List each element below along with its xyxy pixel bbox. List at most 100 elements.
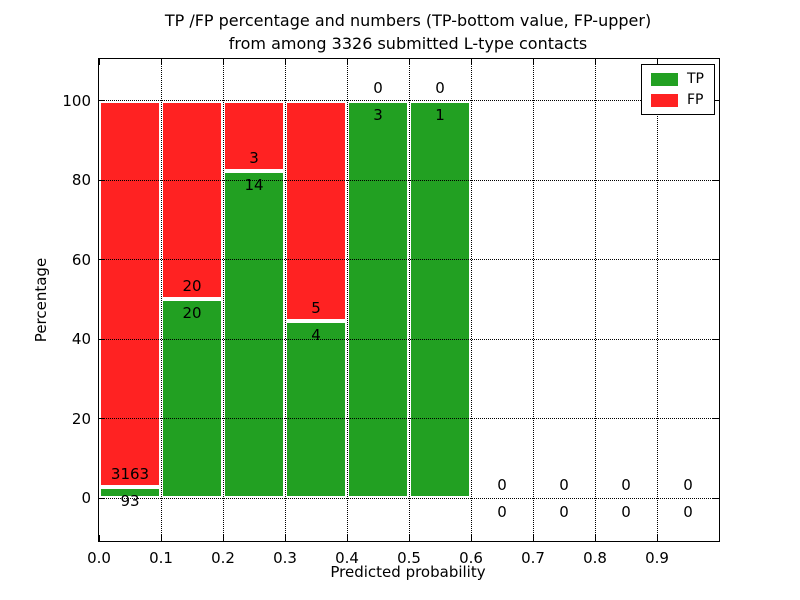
bar-segment-tp <box>99 486 161 498</box>
bar-segment-tp <box>285 321 347 498</box>
x-tick-bottom <box>594 535 596 541</box>
plot-area: TP FP 3163 93 20 20 3 14 5 4 0 3 0 1 0 0 0 0 0 0 0 0 0.0 0.1 0… <box>62 58 720 567</box>
bar-count-fp: 0 <box>621 476 631 494</box>
x-tick-label: 0.1 <box>149 549 173 567</box>
x-tick-top <box>470 59 472 65</box>
gridline-vertical <box>594 59 596 541</box>
bar-count-fp: 0 <box>683 476 693 494</box>
x-tick-label: 0.2 <box>211 549 235 567</box>
legend-item-tp: TP <box>651 72 704 86</box>
y-tick-label: 60 <box>71 250 91 269</box>
bar-count-tp: 0 <box>559 503 569 521</box>
gridline-vertical <box>160 59 162 541</box>
x-tick-bottom <box>346 535 348 541</box>
bar-count-tp: 93 <box>120 491 140 510</box>
y-tick-right <box>713 100 719 102</box>
y-tick-right <box>713 497 719 499</box>
y-tick-label: 80 <box>71 171 91 190</box>
bar-count-fp: 3163 <box>110 464 150 483</box>
bar-count-tp: 14 <box>244 175 264 194</box>
y-tick-right <box>713 418 719 420</box>
gridline-vertical <box>656 59 658 541</box>
x-tick-label: 0.6 <box>459 549 483 567</box>
y-tick-right <box>713 338 719 340</box>
bar-count-tp: 0 <box>497 503 507 521</box>
gridline-vertical <box>408 59 410 541</box>
fp-legend-swatch <box>651 93 678 107</box>
bar-segment-fp <box>223 100 285 171</box>
y-tick-label: 100 <box>62 91 91 110</box>
bar-count-tp: 4 <box>311 326 321 345</box>
x-tick-bottom <box>408 535 410 541</box>
bar-count-fp: 0 <box>435 78 445 97</box>
y-tick-left <box>99 497 105 499</box>
y-tick-right <box>713 179 719 181</box>
bar-count-fp: 0 <box>559 476 569 494</box>
x-tick-top <box>346 59 348 65</box>
chart-title-line2: from among 3326 submitted L-type contact… <box>228 34 588 53</box>
tp-legend-swatch <box>651 72 678 86</box>
bar-count-fp: 0 <box>373 78 383 97</box>
legend: TP FP <box>641 64 715 115</box>
chart-title: TP /FP percentage and numbers (TP-bottom… <box>98 9 718 55</box>
y-tick-label: 20 <box>71 409 91 428</box>
x-tick-label: 0.7 <box>521 549 545 567</box>
x-tick-bottom <box>160 535 162 541</box>
x-tick-label: 0.8 <box>583 549 607 567</box>
bar-segment-fp <box>161 100 223 300</box>
bar-count-tp: 3 <box>373 105 383 124</box>
x-tick-top <box>408 59 410 65</box>
gridline-vertical <box>284 59 286 541</box>
x-tick-top <box>222 59 224 65</box>
y-tick-left <box>99 259 105 261</box>
tp-legend-label: TP <box>687 71 704 87</box>
chart-title-line1: TP /FP percentage and numbers (TP-bottom… <box>164 11 652 30</box>
x-tick-top <box>656 59 658 65</box>
bar-count-fp: 20 <box>182 277 202 296</box>
bar-count-tp: 1 <box>435 105 445 124</box>
gridline-vertical <box>470 59 472 541</box>
x-tick-label: 0.9 <box>645 549 669 567</box>
x-tick-top <box>532 59 534 65</box>
bar-segment-fp <box>285 100 347 322</box>
y-tick-left <box>99 100 105 102</box>
x-tick-bottom <box>532 535 534 541</box>
x-tick-top <box>160 59 162 65</box>
y-tick-label: 0 <box>81 489 91 507</box>
bar-count-tp: 0 <box>621 503 631 521</box>
bar-count-tp: 20 <box>182 304 202 323</box>
bar-segment-tp <box>347 100 409 498</box>
x-tick-top <box>284 59 286 65</box>
bar-segment-tp <box>409 100 471 498</box>
x-axis-label: Predicted probability <box>330 563 486 581</box>
bar-count-tp: 0 <box>683 503 693 521</box>
x-tick-label: 0.4 <box>335 549 359 567</box>
fp-legend-label: FP <box>687 92 704 108</box>
x-tick-bottom <box>656 535 658 541</box>
bar-segment-tp <box>223 170 285 498</box>
x-tick-label: 0.3 <box>273 549 297 567</box>
bar-segment-fp <box>99 100 161 487</box>
gridline-vertical <box>222 59 224 541</box>
legend-item-fp: FP <box>651 93 704 107</box>
y-tick-right <box>713 259 719 261</box>
x-tick-label: 0.0 <box>87 549 111 567</box>
y-tick-label: 40 <box>71 330 91 349</box>
x-tick-top <box>594 59 596 65</box>
y-tick-left <box>99 418 105 420</box>
gridline-vertical <box>532 59 534 541</box>
bar-count-fp: 5 <box>311 299 321 318</box>
bar-count-fp: 0 <box>497 476 507 494</box>
x-tick-bottom <box>98 535 100 541</box>
x-tick-bottom <box>222 535 224 541</box>
gridline-vertical <box>346 59 348 541</box>
x-tick-bottom <box>470 535 472 541</box>
x-tick-top <box>98 59 100 65</box>
x-tick-bottom <box>284 535 286 541</box>
x-tick-label: 0.5 <box>397 549 421 567</box>
bar-count-fp: 3 <box>249 148 259 167</box>
bar-segment-tp <box>161 299 223 498</box>
y-tick-left <box>99 179 105 181</box>
y-tick-left <box>99 338 105 340</box>
